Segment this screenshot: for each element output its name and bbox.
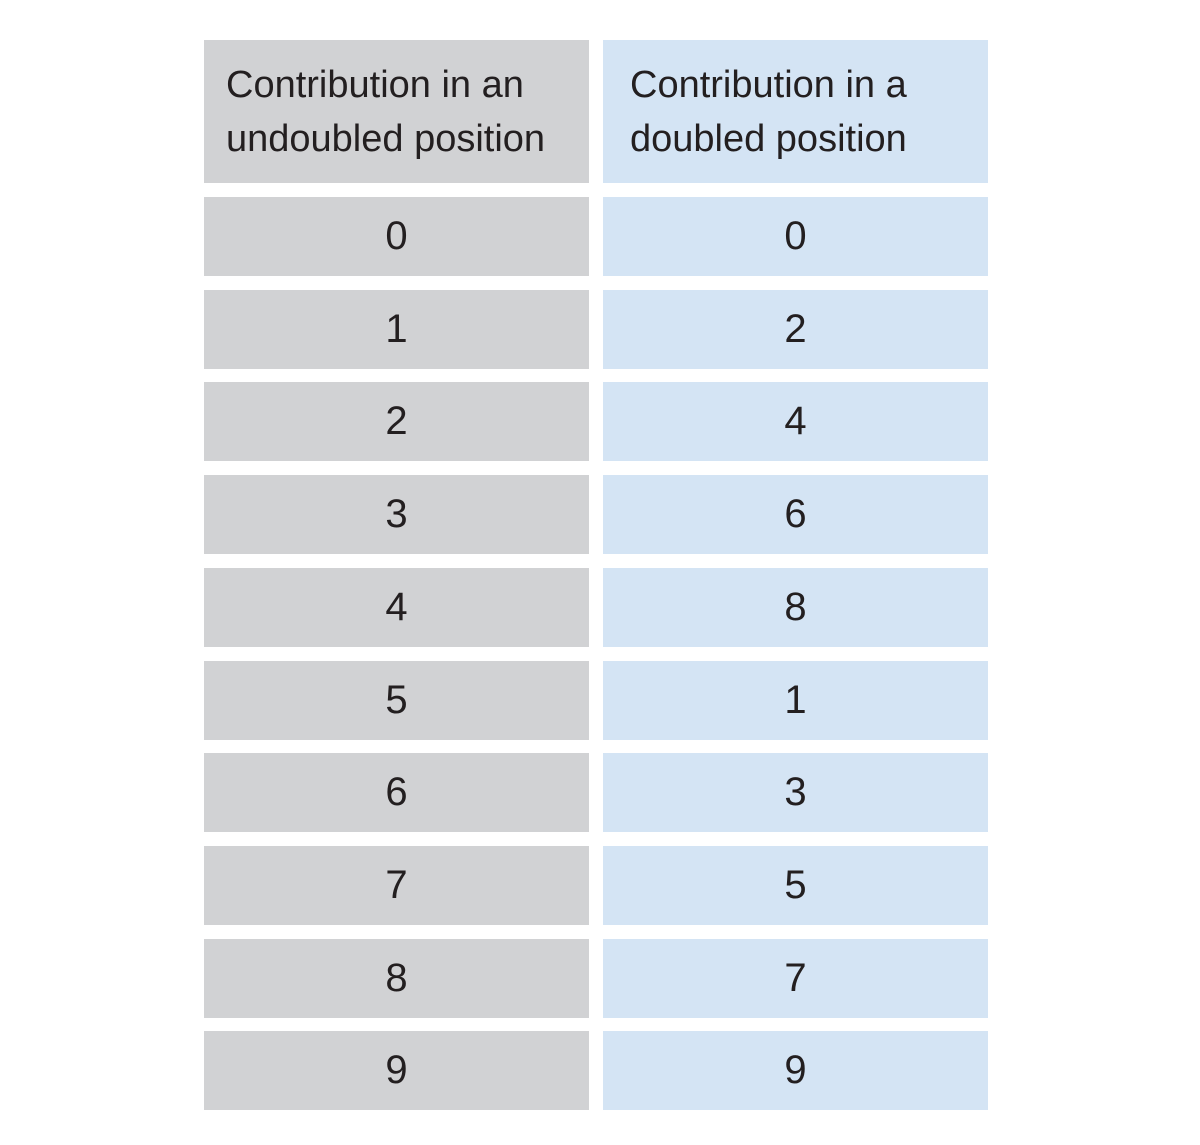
table-cell: 3 [204, 475, 589, 555]
table-cell: 6 [603, 475, 988, 555]
table-cell: 9 [603, 1031, 988, 1111]
table-cell: 7 [603, 938, 988, 1018]
table-cell: 2 [204, 382, 589, 462]
table-cell: 7 [204, 845, 589, 925]
table-cell: 6 [204, 753, 589, 833]
table-cell: 0 [603, 197, 988, 276]
table-cell: 0 [204, 197, 589, 276]
table-cell: 8 [603, 567, 988, 647]
header-cell: Contribution in a doubled position [603, 40, 988, 183]
table-cell: 4 [603, 382, 988, 462]
table-cell: 5 [204, 660, 589, 740]
table-cell: 5 [603, 845, 988, 925]
table-cell: 1 [603, 660, 988, 740]
table-cell: 2 [603, 289, 988, 369]
table-cell: 3 [603, 753, 988, 833]
header-cell: Contribution in an undoubled position [204, 40, 589, 183]
table-cell: 4 [204, 567, 589, 647]
table-cell: 8 [204, 938, 589, 1018]
table-cell: 1 [204, 289, 589, 369]
table-cell: 9 [204, 1031, 589, 1111]
